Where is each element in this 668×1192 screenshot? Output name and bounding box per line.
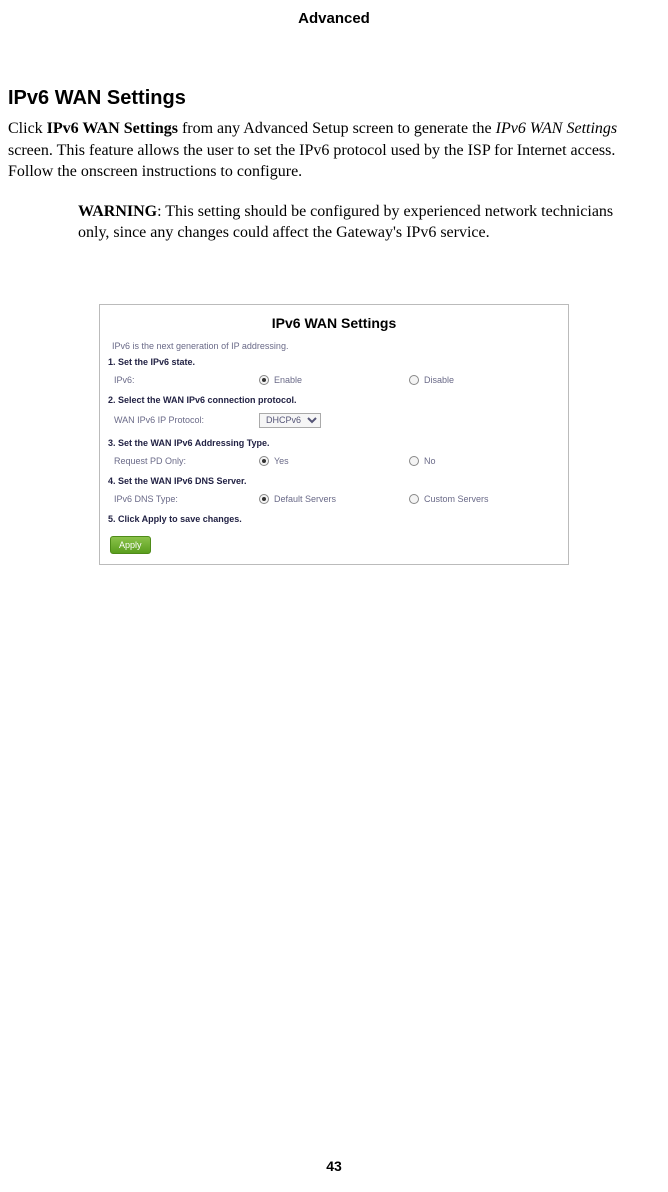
- dns-custom-radio[interactable]: [409, 494, 419, 504]
- dns-label: IPv6 DNS Type:: [114, 494, 259, 504]
- dns-default-text: Default Servers: [274, 494, 336, 504]
- request-yes-text: Yes: [274, 456, 289, 466]
- protocol-select[interactable]: DHCPv6: [259, 413, 321, 428]
- ipv6-enable-text: Enable: [274, 375, 302, 385]
- apply-button[interactable]: Apply: [110, 536, 151, 554]
- request-yes-radio[interactable]: [259, 456, 269, 466]
- step-5: 5. Click Apply to save changes.: [108, 514, 560, 524]
- protocol-label: WAN IPv6 IP Protocol:: [114, 415, 259, 425]
- step-1: 1. Set the IPv6 state.: [108, 357, 560, 367]
- ipv6-disable-radio[interactable]: [409, 375, 419, 385]
- step-4: 4. Set the WAN IPv6 DNS Server.: [108, 476, 560, 486]
- request-no-radio[interactable]: [409, 456, 419, 466]
- warning-block: WARNING: This setting should be configur…: [78, 201, 620, 244]
- request-no-text: No: [424, 456, 436, 466]
- request-pd-row: Request PD Only: Yes No: [114, 456, 560, 466]
- warning-label: WARNING: [78, 203, 157, 220]
- intro-paragraph: Click IPv6 WAN Settings from any Advance…: [8, 118, 660, 183]
- para-suffix: screen. This feature allows the user to …: [8, 142, 615, 181]
- step-2: 2. Select the WAN IPv6 connection protoc…: [108, 395, 560, 405]
- para-mid: from any Advanced Setup screen to genera…: [178, 120, 496, 137]
- step-3: 3. Set the WAN IPv6 Addressing Type.: [108, 438, 560, 448]
- ipv6-enable-radio[interactable]: [259, 375, 269, 385]
- settings-panel: IPv6 WAN Settings IPv6 is the next gener…: [99, 304, 569, 565]
- request-yes-option[interactable]: Yes: [259, 456, 409, 466]
- para-ital: IPv6 WAN Settings: [496, 120, 618, 137]
- para-bold: IPv6 WAN Settings: [47, 120, 178, 137]
- ipv6-label: IPv6:: [114, 375, 259, 385]
- para-prefix: Click: [8, 120, 47, 137]
- ipv6-disable-option[interactable]: Disable: [409, 375, 559, 385]
- doc-header: Advanced: [8, 10, 660, 27]
- ipv6-state-row: IPv6: Enable Disable: [114, 375, 560, 385]
- dns-row: IPv6 DNS Type: Default Servers Custom Se…: [114, 494, 560, 504]
- dns-custom-text: Custom Servers: [424, 494, 489, 504]
- page-number: 43: [0, 1158, 668, 1174]
- request-no-option[interactable]: No: [409, 456, 559, 466]
- request-label: Request PD Only:: [114, 456, 259, 466]
- ipv6-enable-option[interactable]: Enable: [259, 375, 409, 385]
- panel-desc: IPv6 is the next generation of IP addres…: [112, 341, 560, 351]
- section-title: IPv6 WAN Settings: [8, 87, 660, 110]
- dns-default-option[interactable]: Default Servers: [259, 494, 409, 504]
- warning-text: : This setting should be configured by e…: [78, 203, 613, 242]
- protocol-row: WAN IPv6 IP Protocol: DHCPv6: [114, 413, 560, 428]
- dns-default-radio[interactable]: [259, 494, 269, 504]
- ipv6-disable-text: Disable: [424, 375, 454, 385]
- panel-title: IPv6 WAN Settings: [108, 315, 560, 331]
- dns-custom-option[interactable]: Custom Servers: [409, 494, 559, 504]
